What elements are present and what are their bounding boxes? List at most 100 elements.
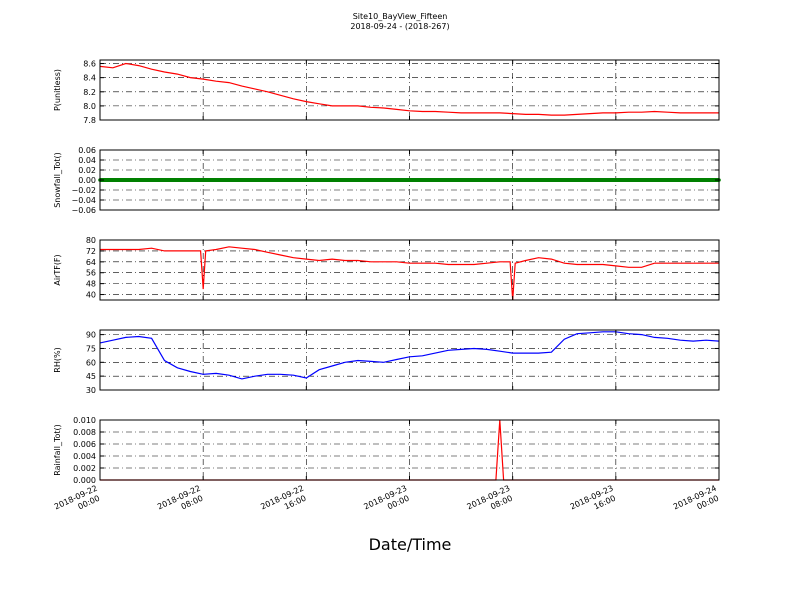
data-point	[401, 178, 405, 182]
data-point	[449, 178, 454, 182]
data-point	[675, 178, 679, 182]
data-point	[204, 178, 209, 182]
y-tick-label: 75	[86, 344, 96, 353]
data-point	[165, 178, 170, 182]
data-point	[278, 178, 283, 182]
data-point	[630, 178, 634, 182]
data-point	[704, 178, 708, 182]
data-point	[352, 178, 357, 182]
data-point	[655, 178, 660, 182]
y-tick-label: 0.004	[73, 452, 96, 461]
data-point	[114, 178, 118, 182]
data-point	[536, 178, 541, 182]
y-tick-label: 8.0	[83, 102, 96, 111]
data-point	[581, 178, 586, 182]
data-point	[381, 178, 386, 182]
y-tick-label: −0.02	[71, 186, 96, 195]
data-point	[681, 178, 686, 182]
data-point	[523, 178, 528, 182]
y-tick-label: 0.008	[73, 428, 96, 437]
data-point	[543, 178, 547, 182]
y-tick-label: 64	[86, 258, 96, 267]
data-point	[565, 178, 570, 182]
data-point	[594, 178, 599, 182]
data-point	[575, 178, 579, 182]
y-axis-label: P(unitless)	[53, 69, 62, 111]
data-point	[672, 178, 676, 182]
data-point	[481, 178, 486, 182]
data-point	[556, 178, 560, 182]
data-point	[588, 178, 592, 182]
data-point	[694, 178, 699, 182]
data-point	[610, 178, 615, 182]
data-point	[478, 178, 483, 182]
y-tick-label: 80	[86, 236, 96, 245]
data-point	[327, 178, 331, 182]
y-axis-label: AirTF(F)	[53, 254, 62, 285]
data-point	[439, 178, 444, 182]
data-point	[520, 178, 525, 182]
data-point	[433, 178, 438, 182]
data-point	[643, 178, 647, 182]
panel-5: 0.010 0.008 0.006 0.004 0.002 0.000 Rainfall_T…	[53, 416, 720, 485]
data-point	[117, 178, 122, 182]
data-point	[362, 178, 367, 182]
data-point	[298, 178, 302, 182]
data-point	[198, 178, 202, 182]
data-point	[233, 178, 238, 182]
data-point	[275, 178, 280, 182]
data-point	[665, 178, 670, 182]
data-point	[227, 178, 231, 182]
data-point	[385, 178, 389, 182]
data-point	[539, 178, 544, 182]
data-point	[604, 178, 608, 182]
data-point	[388, 178, 392, 182]
data-point	[488, 178, 492, 182]
data-point	[485, 178, 489, 182]
data-point	[259, 178, 263, 182]
data-point	[240, 178, 244, 182]
data-point	[153, 178, 157, 182]
data-point	[417, 178, 421, 182]
data-point	[156, 178, 160, 182]
data-point	[159, 178, 164, 182]
data-point	[211, 178, 215, 182]
data-point	[194, 178, 199, 182]
data-point	[636, 178, 641, 182]
data-point	[291, 178, 296, 182]
data-point	[146, 178, 151, 182]
data-point	[356, 178, 360, 182]
y-tick-label: 45	[86, 372, 96, 381]
data-point	[617, 178, 621, 182]
data-point	[501, 178, 505, 182]
y-tick-label: 0.000	[73, 476, 96, 485]
data-point	[301, 178, 305, 182]
data-point	[265, 178, 270, 182]
y-tick-label: 0.04	[78, 156, 96, 165]
y-tick-label: 60	[86, 358, 96, 367]
data-point	[659, 178, 663, 182]
data-point	[133, 178, 138, 182]
chart-panels: 8.68.48.28.07.8P(unitless)0.060.040.020.…	[53, 59, 721, 485]
data-point	[188, 178, 193, 182]
data-point	[285, 178, 289, 182]
data-point	[552, 178, 557, 182]
data-point	[407, 178, 412, 182]
data-point	[549, 178, 554, 182]
data-point	[443, 178, 447, 182]
y-tick-label: 0.06	[78, 146, 96, 155]
y-tick-label: 0.00	[78, 176, 96, 185]
data-point	[143, 178, 147, 182]
data-point	[272, 178, 276, 182]
data-point	[684, 178, 689, 182]
y-tick-label: 8.4	[83, 74, 96, 83]
y-tick-label: 0.02	[78, 166, 96, 175]
series-line	[100, 246, 719, 301]
data-point	[533, 178, 538, 182]
y-tick-label: 7.8	[83, 116, 96, 125]
data-point	[507, 178, 512, 182]
data-point	[314, 178, 318, 182]
data-point	[626, 178, 631, 182]
